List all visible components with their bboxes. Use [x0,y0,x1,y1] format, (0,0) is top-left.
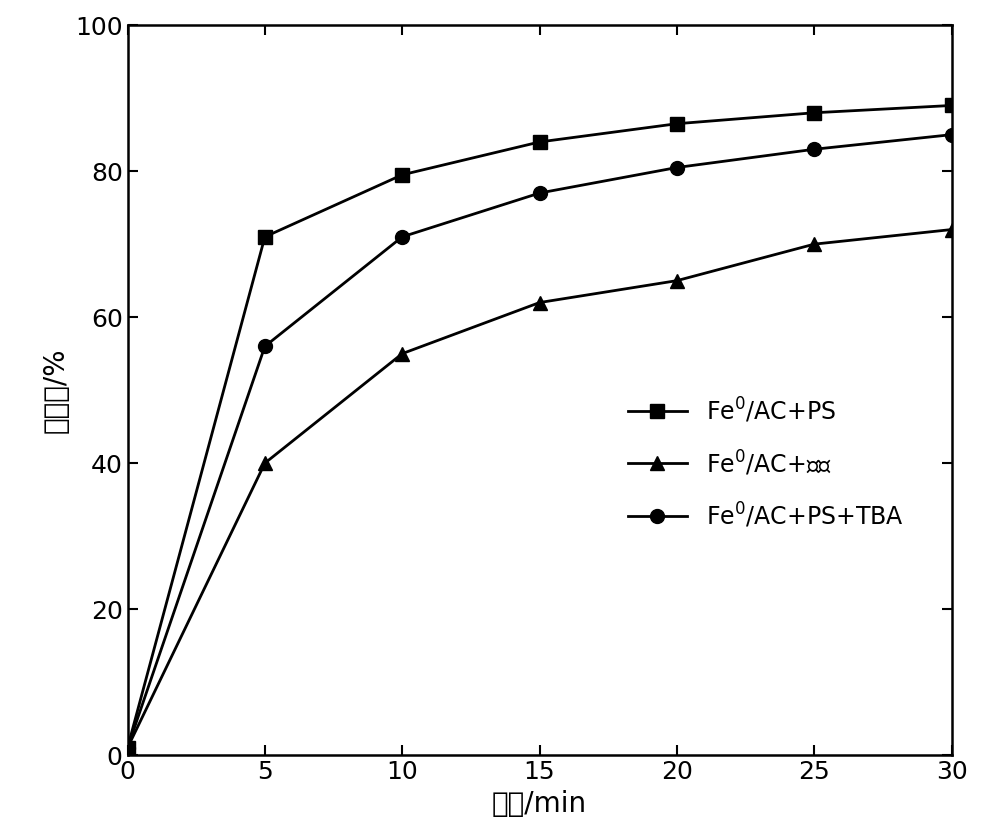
X-axis label: 时间/min: 时间/min [492,789,587,817]
Fe°/AC+乙醇 [808,239,820,249]
Fe°/AC+PS+TBA [122,743,133,753]
Fe°/AC+乙醇 [122,743,133,753]
Fe°/AC+PS [259,232,271,242]
Fe°/AC+乙醇 [259,458,271,468]
Line: Fe°/AC+乙醇: Fe°/AC+乙醇 [121,222,958,755]
Fe°/AC+乙醇 [946,225,957,235]
Fe°/AC+PS [671,118,683,128]
Fe°/AC+PS [396,169,408,180]
Y-axis label: 去除率/%: 去除率/% [41,347,70,433]
Fe°/AC+PS+TBA [946,130,957,140]
Line: Fe°/AC+PS+TBA: Fe°/AC+PS+TBA [121,128,958,755]
Line: Fe°/AC+PS: Fe°/AC+PS [121,98,958,755]
Legend: Fe$^0$/AC+PS, Fe$^0$/AC+乙醇, Fe$^0$/AC+PS+TBA: Fe$^0$/AC+PS, Fe$^0$/AC+乙醇, Fe$^0$/AC+PS… [616,384,915,542]
Fe°/AC+PS+TBA [671,163,683,173]
Fe°/AC+PS+TBA [534,188,545,198]
Fe°/AC+PS+TBA [259,341,271,352]
Fe°/AC+PS [946,101,957,111]
Fe°/AC+乙醇 [534,298,545,308]
Fe°/AC+乙醇 [671,276,683,286]
Fe°/AC+PS [122,743,133,753]
Fe°/AC+PS+TBA [396,232,408,242]
Fe°/AC+PS [808,107,820,117]
Fe°/AC+PS+TBA [808,144,820,154]
Fe°/AC+乙醇 [396,349,408,359]
Fe°/AC+PS [534,137,545,147]
